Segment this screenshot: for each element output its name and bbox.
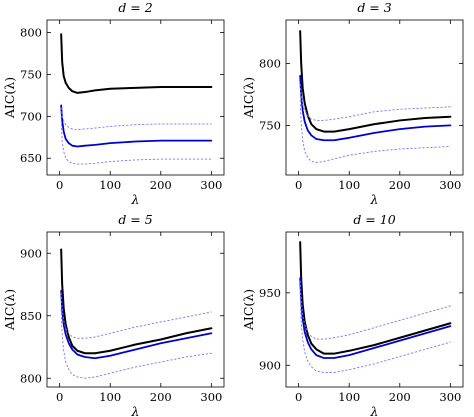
y-tick-label: 750 [259,118,281,132]
y-tick-label: 750 [20,67,42,81]
x-tick-label: 200 [150,390,172,404]
series-line-aic-0 [299,30,452,133]
x-tick-label: 100 [338,178,360,192]
y-tick-label: 800 [20,26,42,40]
series-line-model-1 [299,74,452,142]
x-axis-label: λ [370,192,379,207]
x-axis-label: λ [131,192,140,207]
x-axis-label: λ [370,404,379,417]
x-axis-label: λ [131,404,140,417]
panel-d10: d = 10 0 100 200 300 900 950 λ AIC(λ) [241,212,464,417]
series-line-model-1 [60,104,213,148]
y-tick-label: 900 [259,358,281,372]
series-line-band-3 [299,100,451,164]
series-line-band-2 [299,84,451,121]
x-tick-label: 0 [295,178,302,192]
series-line-band-2 [60,292,212,339]
series-line-aic-0 [60,248,213,355]
panel-title: d = 5 [118,212,152,227]
x-tick-label: 200 [389,178,411,192]
y-tick-label: 950 [259,286,281,300]
y-tick-label: 700 [20,109,42,123]
series-line-model-1 [60,289,213,360]
panel-title: d = 2 [118,0,152,15]
y-axis-label: AIC(λ) [241,77,256,119]
y-axis-label: AIC(λ) [2,77,17,119]
x-tick-label: 100 [99,390,121,404]
x-tick-label: 300 [200,390,222,404]
y-tick-label: 800 [259,56,281,70]
x-tick-label: 100 [338,390,360,404]
series-line-band-3 [60,309,212,379]
series-line-model-1 [299,277,452,359]
plot-frame [46,19,225,176]
series-line-band-3 [60,115,212,165]
series-line-band-2 [60,107,212,131]
panel-d3: d = 3 0 100 200 300 750 800 λ AIC(λ) [241,0,464,207]
x-tick-label: 200 [150,178,172,192]
series-line-aic-0 [299,241,452,355]
panel-d2: d = 2 0 100 200 300 650 700 750 800 λ AIC(λ) [2,0,225,207]
series-line-aic-0 [60,33,213,94]
plot-frame [46,231,225,388]
x-tick-label: 100 [99,178,121,192]
x-tick-label: 300 [439,390,461,404]
x-tick-label: 0 [295,390,302,404]
series-group [60,248,213,379]
plot-frame [285,19,464,176]
series-line-band-3 [299,292,451,373]
panel-title: d = 10 [353,212,395,227]
plot-frame [285,231,464,388]
panel-title: d = 3 [357,0,391,15]
y-axis-label: AIC(λ) [2,289,17,331]
series-line-band-2 [299,280,451,340]
y-tick-label: 800 [20,371,42,385]
x-tick-label: 0 [56,178,63,192]
y-axis-label: AIC(λ) [241,289,256,331]
series-group [299,241,452,373]
y-tick-label: 900 [20,246,42,260]
x-tick-label: 200 [389,390,411,404]
x-tick-label: 0 [56,390,63,404]
panel-d5: d = 5 0 100 200 300 800 850 900 λ AIC(λ) [2,212,225,417]
y-tick-label: 650 [20,151,42,165]
x-tick-label: 300 [200,178,222,192]
series-group [299,30,452,164]
series-group [60,33,213,165]
x-tick-label: 300 [439,178,461,192]
y-tick-label: 850 [20,309,42,323]
